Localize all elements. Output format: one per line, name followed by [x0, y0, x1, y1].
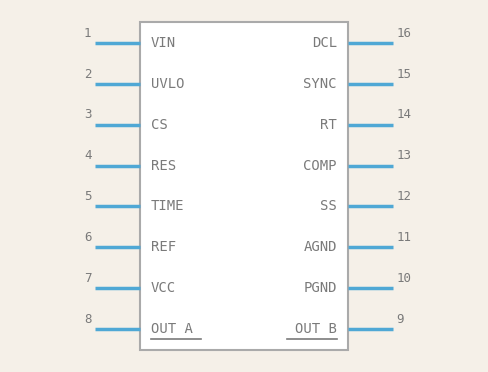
Text: 4: 4 [84, 150, 91, 162]
Text: 11: 11 [397, 231, 411, 244]
Text: 16: 16 [397, 27, 411, 39]
Text: SS: SS [320, 199, 337, 214]
Text: 3: 3 [84, 109, 91, 121]
Text: VIN: VIN [151, 36, 176, 50]
Text: 8: 8 [84, 313, 91, 326]
Text: 10: 10 [397, 272, 411, 285]
Text: 2: 2 [84, 68, 91, 80]
Text: 12: 12 [397, 190, 411, 203]
Text: OUT B: OUT B [295, 322, 337, 336]
Text: 7: 7 [84, 272, 91, 285]
Text: 15: 15 [397, 68, 411, 80]
Text: 1: 1 [84, 27, 91, 39]
Text: OUT A: OUT A [151, 322, 193, 336]
Text: 14: 14 [397, 109, 411, 121]
Text: VCC: VCC [151, 281, 176, 295]
Text: RES: RES [151, 158, 176, 173]
Text: RT: RT [320, 118, 337, 132]
Text: UVLO: UVLO [151, 77, 184, 91]
Text: 13: 13 [397, 150, 411, 162]
Text: REF: REF [151, 240, 176, 254]
Text: DCL: DCL [312, 36, 337, 50]
Text: SYNC: SYNC [304, 77, 337, 91]
Text: 6: 6 [84, 231, 91, 244]
Text: AGND: AGND [304, 240, 337, 254]
Text: PGND: PGND [304, 281, 337, 295]
Text: COMP: COMP [304, 158, 337, 173]
Text: 5: 5 [84, 190, 91, 203]
FancyBboxPatch shape [140, 22, 348, 350]
Text: CS: CS [151, 118, 168, 132]
Text: TIME: TIME [151, 199, 184, 214]
Text: 9: 9 [397, 313, 404, 326]
